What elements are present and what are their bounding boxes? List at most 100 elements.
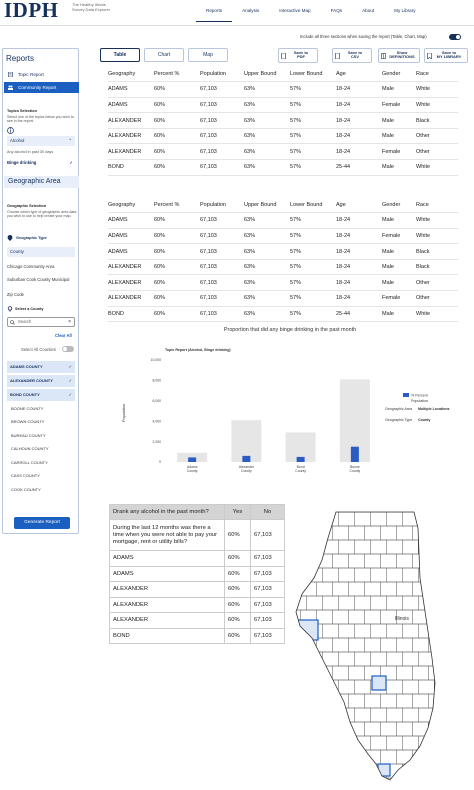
map-county[interactable]: [292, 512, 307, 527]
county-option-bureau[interactable]: BUREAU COUNTY: [11, 433, 46, 438]
map-county[interactable]: [306, 679, 323, 695]
bar-population[interactable]: [231, 420, 262, 462]
nav-reports[interactable]: Reports: [196, 8, 233, 22]
map-county[interactable]: [364, 777, 381, 782]
map-county[interactable]: [460, 554, 470, 568]
map-county[interactable]: [444, 778, 460, 782]
map-county[interactable]: [428, 609, 444, 625]
sidebar-item-community-report[interactable]: Community Report: [4, 82, 79, 93]
map-county[interactable]: [292, 525, 301, 541]
geo-option-zip-code[interactable]: Zip Code: [7, 292, 24, 297]
map-county[interactable]: [338, 763, 355, 779]
include-sections-toggle[interactable]: [449, 34, 461, 40]
column-header[interactable]: Gender: [382, 66, 416, 83]
map-county[interactable]: [434, 735, 450, 751]
map-county[interactable]: [354, 763, 371, 779]
map-county[interactable]: [348, 749, 365, 765]
map-county[interactable]: [460, 666, 470, 680]
map-county[interactable]: [300, 777, 317, 782]
map-county[interactable]: [292, 777, 301, 782]
map-county[interactable]: [418, 763, 435, 779]
map-county[interactable]: [306, 735, 323, 751]
column-header[interactable]: Geography: [108, 66, 154, 83]
map-county[interactable]: [434, 512, 450, 527]
geo-option-chicago[interactable]: Chicago Community Area: [7, 264, 55, 269]
county-option-calhoun[interactable]: CALHOUN COUNTY: [11, 446, 49, 451]
column-header[interactable]: Population: [200, 197, 244, 214]
map-county[interactable]: [306, 539, 323, 555]
nav-analysis[interactable]: Analysis: [242, 8, 260, 13]
county-selected-adams[interactable]: ADAMS COUNTY ✓: [7, 361, 75, 373]
map-county-alexander[interactable]: [377, 763, 391, 777]
map-county[interactable]: [450, 596, 466, 610]
map-county[interactable]: [428, 581, 444, 597]
map-county[interactable]: [450, 512, 466, 526]
map-county[interactable]: [466, 512, 470, 526]
map-county[interactable]: [460, 694, 470, 708]
map-county[interactable]: [434, 651, 450, 667]
map-county[interactable]: [316, 721, 333, 737]
map-county[interactable]: [460, 526, 470, 540]
map-county[interactable]: [466, 624, 470, 638]
info-icon[interactable]: [7, 127, 14, 134]
map-county[interactable]: [450, 568, 466, 582]
column-header[interactable]: Race: [416, 197, 458, 214]
map-county[interactable]: [322, 735, 339, 751]
map-county[interactable]: [292, 707, 307, 723]
map-county[interactable]: [450, 736, 466, 750]
map-county[interactable]: [322, 763, 339, 779]
map-county[interactable]: [444, 666, 460, 680]
nav-about[interactable]: About: [362, 8, 375, 13]
map-county[interactable]: [292, 553, 301, 569]
map-county[interactable]: [434, 679, 450, 695]
map-county[interactable]: [418, 539, 435, 555]
map-county-bond[interactable]: [371, 675, 387, 691]
save-csv-button[interactable]: Save to CSV: [332, 48, 372, 63]
county-selected-alexander[interactable]: ALEXANDER COUNTY ✓: [7, 375, 75, 387]
column-header[interactable]: Population: [200, 66, 244, 83]
column-header[interactable]: Geography: [108, 197, 154, 214]
county-option-carroll[interactable]: CARROLL COUNTY: [11, 460, 48, 465]
map-county[interactable]: [292, 735, 307, 751]
map-county[interactable]: [316, 749, 333, 765]
column-header[interactable]: Lower Bound: [290, 66, 336, 83]
map-county[interactable]: [444, 582, 460, 596]
map-county[interactable]: [450, 652, 466, 666]
map-county[interactable]: [292, 581, 301, 597]
sidebar-item-topic-report[interactable]: Topic Report: [4, 69, 79, 80]
map-county[interactable]: [292, 637, 301, 653]
county-option-brown[interactable]: BROWN COUNTY: [11, 419, 45, 424]
tab-chart[interactable]: Chart: [144, 48, 184, 62]
map-county[interactable]: [332, 721, 349, 737]
column-header[interactable]: Percent %: [154, 66, 200, 83]
map-county[interactable]: [460, 638, 470, 652]
map-county[interactable]: [444, 694, 460, 708]
idph-logo[interactable]: IDPH The Healthy Illinois Survey Data Ex…: [4, 0, 114, 24]
nav-my-library[interactable]: My Library: [394, 8, 416, 13]
generate-report-button[interactable]: Generate Report: [14, 517, 70, 529]
map-county[interactable]: [292, 749, 301, 765]
map-county[interactable]: [450, 680, 466, 694]
map-county[interactable]: [300, 525, 317, 541]
column-header[interactable]: Race: [416, 66, 458, 83]
clear-search-icon[interactable]: ×: [68, 319, 71, 325]
map-county[interactable]: [444, 750, 460, 764]
map-county[interactable]: [460, 722, 470, 736]
map-county[interactable]: [292, 539, 307, 555]
map-county[interactable]: [292, 763, 307, 779]
clear-all-link[interactable]: Clear All: [55, 333, 72, 338]
county-option-cass[interactable]: CASS COUNTY: [11, 473, 40, 478]
nav-interactive-map[interactable]: Interactive Map: [279, 8, 311, 13]
map-county[interactable]: [466, 736, 470, 750]
map-county[interactable]: [466, 764, 470, 778]
map-county[interactable]: [444, 722, 460, 736]
map-county[interactable]: [316, 777, 333, 782]
map-county[interactable]: [434, 763, 450, 779]
bar-percent[interactable]: [350, 446, 359, 462]
county-search-input[interactable]: Search ×: [7, 317, 75, 327]
bar-percent[interactable]: [188, 457, 197, 462]
save-pdf-button[interactable]: Save to PDF: [278, 48, 318, 63]
map-county[interactable]: [434, 707, 450, 723]
map-county[interactable]: [460, 610, 470, 624]
county-option-boone[interactable]: BOONE COUNTY: [11, 406, 44, 411]
